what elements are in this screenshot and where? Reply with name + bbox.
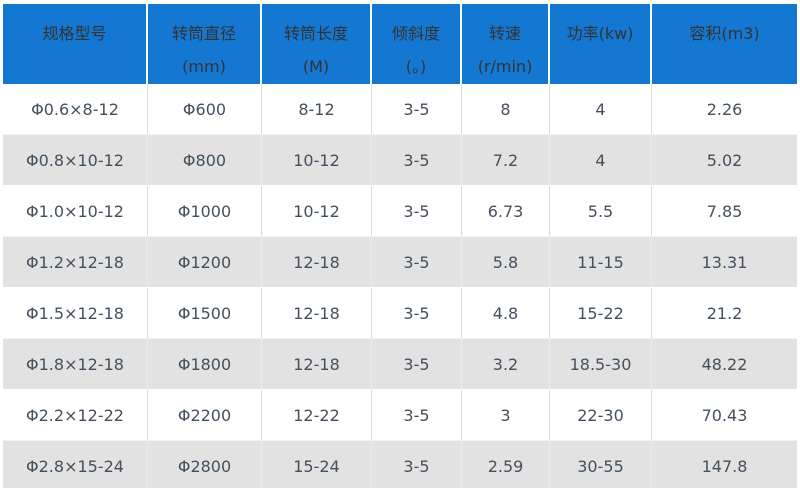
column-header-label: (。) <box>405 57 427 76</box>
column-header-label: 倾斜度 <box>391 24 440 43</box>
table-cell: 70.43 <box>652 390 797 441</box>
table-cell: 22-30 <box>550 390 652 441</box>
column-header-7: 容积(m3) <box>652 4 797 84</box>
table-cell: Φ0.6×8-12 <box>3 84 148 135</box>
table-header: 规格型号 转筒直径 (mm) 转筒长度 (M) 倾斜度 (。) 转速 (r/min) 功率(kw)… <box>3 4 797 84</box>
column-header-label: 功率(kw) <box>566 24 634 43</box>
table-cell: 5.02 <box>652 135 797 186</box>
table-cell: 3-5 <box>372 339 462 390</box>
column-header-5: 转速 (r/min) <box>462 4 550 84</box>
table-cell: 3-5 <box>372 390 462 441</box>
table-cell: 8-12 <box>262 84 372 135</box>
specification-table: 规格型号 转筒直径 (mm) 转筒长度 (M) 倾斜度 (。) 转速 (r/min) 功率(kw)… <box>3 4 797 488</box>
table-cell: Φ2.2×12-22 <box>3 390 148 441</box>
table-row: Φ0.8×10-12 Φ800 10-12 3-5 7.2 4 5.02 <box>3 135 797 186</box>
column-header-2: 转筒直径 (mm) <box>148 4 262 84</box>
table-row: Φ1.0×10-12 Φ1000 10-12 3-5 6.73 5.5 7.85 <box>3 186 797 237</box>
table-cell: 15-22 <box>550 288 652 339</box>
table-cell: Φ600 <box>148 84 262 135</box>
column-header-label: (r/min) <box>477 57 533 76</box>
column-header-3: 转筒长度 (M) <box>262 4 372 84</box>
table-cell: 11-15 <box>550 237 652 288</box>
table-cell: 3-5 <box>372 84 462 135</box>
column-header-4: 倾斜度 (。) <box>372 4 462 84</box>
table-cell: 7.2 <box>462 135 550 186</box>
column-header-label: (mm) <box>182 57 226 76</box>
table-cell: Φ1.8×12-18 <box>3 339 148 390</box>
column-header-label: 转速 <box>488 24 521 43</box>
table-cell: Φ1.2×12-18 <box>3 237 148 288</box>
table-cell: 3-5 <box>372 441 462 488</box>
table-cell: Φ1.0×10-12 <box>3 186 148 237</box>
table-cell: 10-12 <box>262 186 372 237</box>
table-cell: 8 <box>462 84 550 135</box>
table-row: Φ2.8×15-24 Φ2800 15-24 3-5 2.59 30-55 147.8 <box>3 441 797 488</box>
table-cell: 4 <box>550 135 652 186</box>
table-cell: Φ0.8×10-12 <box>3 135 148 186</box>
table-cell: Φ1200 <box>148 237 262 288</box>
column-header-label: (M) <box>302 57 330 76</box>
column-header-label: 转筒直径 <box>171 24 236 43</box>
table-cell: 13.31 <box>652 237 797 288</box>
table-cell: Φ2.8×15-24 <box>3 441 148 488</box>
table-row: Φ0.6×8-12 Φ600 8-12 3-5 8 4 2.26 <box>3 84 797 135</box>
column-header-1: 规格型号 <box>3 4 148 84</box>
table-cell: Φ1500 <box>148 288 262 339</box>
table-cell: 3-5 <box>372 135 462 186</box>
table-row: Φ1.2×12-18 Φ1200 12-18 3-5 5.8 11-15 13.31 <box>3 237 797 288</box>
table-row: Φ1.5×12-18 Φ1500 12-18 3-5 4.8 15-22 21.2 <box>3 288 797 339</box>
header-row: 规格型号 转筒直径 (mm) 转筒长度 (M) 倾斜度 (。) 转速 (r/min) 功率(kw)… <box>3 4 797 84</box>
table-cell: 12-18 <box>262 288 372 339</box>
column-header-label: 容积(m3) <box>689 24 760 43</box>
table-body: Φ0.6×8-12 Φ600 8-12 3-5 8 4 2.26 Φ0.8×10-12 Φ800… <box>3 84 797 488</box>
table-cell: Φ800 <box>148 135 262 186</box>
table-cell: 6.73 <box>462 186 550 237</box>
table-cell: 2.26 <box>652 84 797 135</box>
column-header-label: 转筒长度 <box>283 24 348 43</box>
table-cell: 147.8 <box>652 441 797 488</box>
table-cell: 4.8 <box>462 288 550 339</box>
table-cell: 21.2 <box>652 288 797 339</box>
table-cell: Φ2200 <box>148 390 262 441</box>
table-cell: 3 <box>462 390 550 441</box>
table-cell: 12-18 <box>262 339 372 390</box>
table-cell: 10-12 <box>262 135 372 186</box>
table-row: Φ1.8×12-18 Φ1800 12-18 3-5 3.2 18.5-30 48.22 <box>3 339 797 390</box>
column-header-6: 功率(kw) <box>550 4 652 84</box>
table-cell: 7.85 <box>652 186 797 237</box>
table-cell: Φ2800 <box>148 441 262 488</box>
table-cell: 3-5 <box>372 288 462 339</box>
table-cell: 15-24 <box>262 441 372 488</box>
table-cell: 12-22 <box>262 390 372 441</box>
table-cell: 12-18 <box>262 237 372 288</box>
table-cell: 18.5-30 <box>550 339 652 390</box>
column-header-label: 规格型号 <box>42 24 107 43</box>
table-row: Φ2.2×12-22 Φ2200 12-22 3-5 3 22-30 70.43 <box>3 390 797 441</box>
table-cell: Φ1800 <box>148 339 262 390</box>
table-cell: 5.8 <box>462 237 550 288</box>
table-cell: Φ1.5×12-18 <box>3 288 148 339</box>
table-cell: 3-5 <box>372 186 462 237</box>
table-cell: 48.22 <box>652 339 797 390</box>
table-cell: 3.2 <box>462 339 550 390</box>
table-cell: 5.5 <box>550 186 652 237</box>
table-cell: 30-55 <box>550 441 652 488</box>
table-cell: Φ1000 <box>148 186 262 237</box>
table-cell: 3-5 <box>372 237 462 288</box>
table-cell: 2.59 <box>462 441 550 488</box>
table-cell: 4 <box>550 84 652 135</box>
